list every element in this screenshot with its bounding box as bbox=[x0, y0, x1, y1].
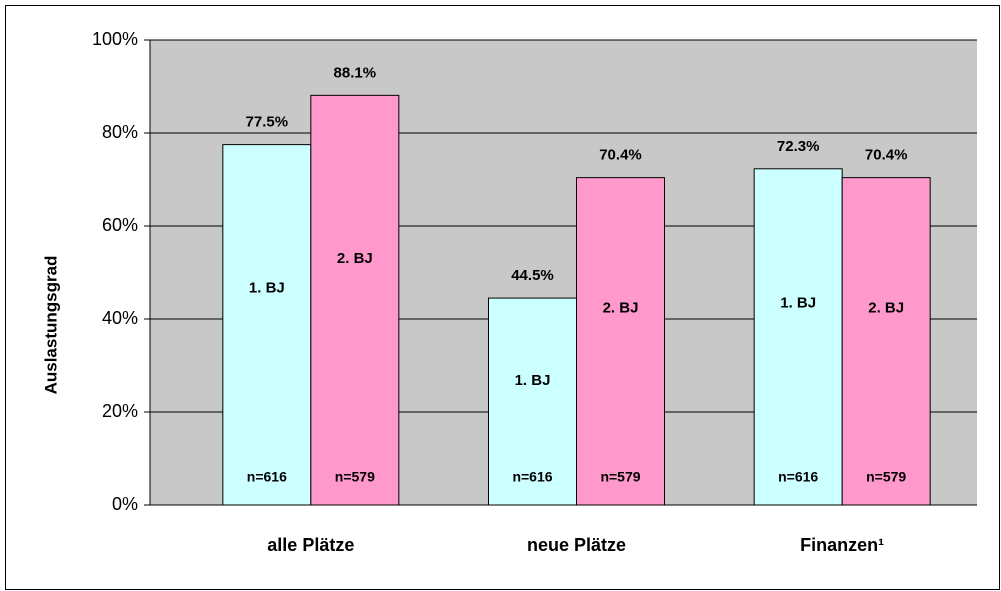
n-label: n=616 bbox=[247, 469, 287, 485]
value-label: 77.5% bbox=[246, 114, 289, 131]
y-tick-label: 40% bbox=[102, 308, 138, 328]
y-tick-label: 0% bbox=[112, 494, 138, 514]
value-label: 72.3% bbox=[777, 138, 820, 155]
x-tick-label: Finanzen¹ bbox=[800, 535, 884, 555]
y-axis-title: Auslastungsgrad bbox=[41, 256, 60, 395]
value-label: 70.4% bbox=[599, 147, 642, 164]
n-label: n=616 bbox=[778, 469, 818, 485]
n-label: n=616 bbox=[512, 469, 552, 485]
y-tick-label: 100% bbox=[92, 29, 138, 49]
x-tick-label: neue Plätze bbox=[527, 535, 626, 555]
bar bbox=[310, 94, 400, 506]
bar bbox=[222, 144, 312, 506]
series-label: 1. BJ bbox=[249, 280, 285, 297]
bar bbox=[576, 177, 665, 506]
bar bbox=[841, 177, 931, 506]
series-label: 2. BJ bbox=[868, 300, 904, 317]
y-tick-label: 80% bbox=[102, 122, 138, 142]
series-label: 2. BJ bbox=[337, 250, 373, 267]
y-tick-label: 20% bbox=[102, 401, 138, 421]
series-label: 2. BJ bbox=[603, 300, 639, 317]
x-tick-label: alle Plätze bbox=[267, 535, 354, 555]
value-label: 88.1% bbox=[334, 64, 377, 81]
n-label: n=579 bbox=[600, 469, 640, 485]
y-tick-label: 60% bbox=[102, 215, 138, 235]
bar bbox=[753, 168, 843, 506]
value-label: 44.5% bbox=[511, 267, 554, 284]
n-label: n=579 bbox=[335, 469, 375, 485]
series-label: 1. BJ bbox=[780, 294, 816, 311]
n-label: n=579 bbox=[866, 469, 906, 485]
series-label: 1. BJ bbox=[515, 372, 551, 389]
value-label: 70.4% bbox=[865, 147, 908, 164]
